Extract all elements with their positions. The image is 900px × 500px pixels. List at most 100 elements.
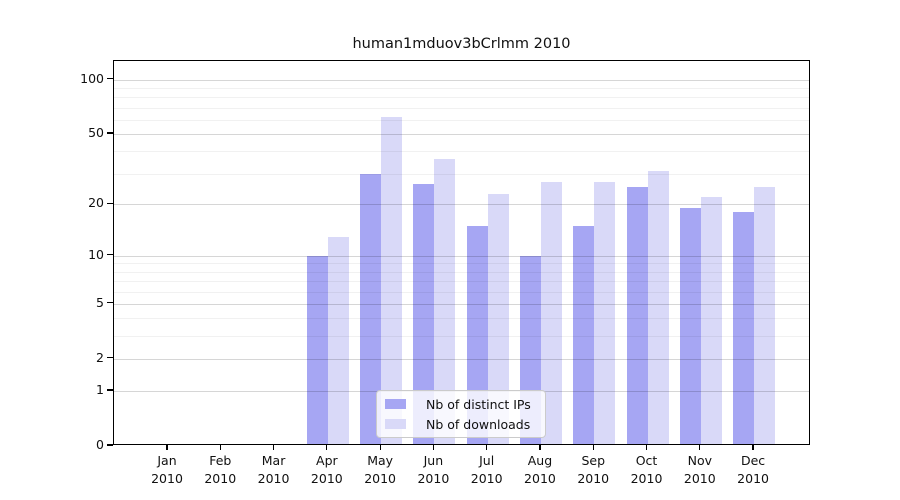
bar-ips-dec: [733, 212, 755, 444]
gridline-major: [114, 204, 809, 206]
y-tick-mark: [107, 357, 113, 359]
bar-ips-oct: [626, 187, 648, 444]
x-tick-year: 2010: [364, 471, 397, 486]
x-tick-month: Sep: [581, 453, 606, 468]
x-tick-label: May 2010: [352, 452, 408, 488]
x-tick-month: Nov: [687, 453, 712, 468]
x-tick-month: Dec: [740, 453, 766, 468]
x-tick-month: Jan: [157, 453, 177, 468]
y-tick-mark: [107, 389, 113, 391]
x-tick-month: May: [367, 453, 394, 468]
gridline-minor: [114, 271, 809, 273]
x-tick-label: Apr 2010: [299, 452, 355, 488]
gridline-minor: [114, 107, 809, 109]
x-tick-month: Feb: [209, 453, 232, 468]
x-tick-mark: [699, 445, 701, 450]
chart-title: human1mduov3bCrlmm 2010: [352, 36, 571, 52]
bar-ips-jul: [466, 226, 488, 444]
bar-downloads-nov: [700, 197, 722, 444]
x-tick-label: Jun 2010: [405, 452, 461, 488]
legend-swatch: [385, 399, 406, 409]
legend-row: Nb of distinct IPs: [385, 397, 545, 412]
x-tick-month: Oct: [635, 453, 658, 468]
x-tick-year: 2010: [524, 471, 556, 486]
gridline-major: [114, 255, 809, 257]
x-tick-mark: [326, 445, 328, 450]
y-tick-label: 10: [88, 246, 104, 262]
gridline-major: [114, 358, 809, 360]
gridline-minor: [114, 151, 809, 153]
x-tick-month: Apr: [316, 453, 338, 468]
gridline-major: [114, 79, 809, 81]
y-tick-mark: [107, 444, 113, 446]
bar-downloads-sep: [594, 181, 616, 444]
y-tick-label: 50: [88, 125, 104, 141]
bar-ips-jun: [413, 184, 435, 444]
gridline-minor: [114, 88, 809, 90]
gridline-minor: [114, 336, 809, 337]
gridline-minor: [114, 281, 809, 282]
plot-area: [113, 60, 810, 445]
legend-swatch: [385, 419, 406, 429]
x-tick-year: 2010: [204, 471, 237, 486]
x-tick-mark: [219, 445, 221, 450]
x-tick-month: Aug: [527, 453, 553, 468]
x-tick-label: Nov 2010: [672, 452, 728, 488]
y-tick-mark: [107, 254, 113, 256]
x-tick-mark: [539, 445, 541, 450]
y-tick-mark: [107, 302, 113, 304]
gridline-major: [114, 303, 809, 305]
x-tick-year: 2010: [257, 471, 290, 486]
bar-downloads-aug: [540, 181, 562, 444]
x-tick-year: 2010: [683, 471, 716, 486]
gridline-minor: [114, 318, 809, 320]
bar-downloads-jul: [487, 193, 509, 444]
x-tick-label: Sep 2010: [565, 452, 621, 488]
x-tick-label: Jul 2010: [459, 452, 515, 488]
gridline-major: [114, 134, 809, 136]
y-tick-label: 20: [88, 195, 104, 211]
x-tick-mark: [486, 445, 488, 450]
y-tick-label: 100: [80, 70, 104, 86]
legend: Nb of distinct IPs Nb of downloads: [376, 390, 546, 438]
x-tick-year: 2010: [151, 471, 183, 486]
gridline-minor: [114, 119, 809, 121]
gridline-minor: [114, 97, 809, 99]
x-tick-label: Mar 2010: [246, 452, 302, 488]
bar-downloads-apr: [327, 236, 349, 444]
x-tick-label: Feb 2010: [192, 452, 248, 488]
x-tick-mark: [592, 445, 594, 450]
x-tick-month: Mar: [261, 453, 286, 468]
x-tick-year: 2010: [577, 471, 610, 486]
x-tick-year: 2010: [310, 471, 343, 486]
bar-downloads-jun: [434, 159, 456, 444]
bar-ips-nov: [679, 208, 701, 444]
x-tick-month: Jun: [423, 453, 444, 468]
x-tick-mark: [272, 445, 275, 450]
x-tick-label: Oct 2010: [619, 452, 675, 488]
legend-label: Nb of downloads: [426, 416, 531, 432]
bar-downloads-oct: [647, 171, 669, 444]
bar-downloads-may: [381, 117, 403, 444]
x-tick-label: Dec 2010: [725, 452, 781, 488]
y-tick-mark: [107, 202, 113, 204]
x-tick-year: 2010: [737, 471, 769, 486]
y-tick-mark: [107, 78, 113, 80]
x-tick-mark: [645, 445, 648, 450]
x-tick-mark: [166, 445, 168, 450]
x-tick-mark: [379, 445, 381, 450]
x-tick-label: Jan 2010: [139, 452, 195, 488]
bar-ips-sep: [573, 226, 595, 444]
gridline-minor: [114, 291, 809, 293]
y-tick-label: 2: [96, 349, 104, 365]
bar-ips-may: [360, 173, 382, 444]
legend-label: Nb of distinct IPs: [426, 396, 531, 412]
x-tick-month: Jul: [479, 453, 495, 468]
bar-downloads-dec: [754, 187, 776, 444]
gridline-minor: [114, 173, 809, 175]
gridline-minor: [114, 263, 809, 265]
x-tick-mark: [752, 445, 754, 450]
y-tick-label: 0: [96, 437, 104, 452]
x-tick-year: 2010: [630, 471, 663, 486]
